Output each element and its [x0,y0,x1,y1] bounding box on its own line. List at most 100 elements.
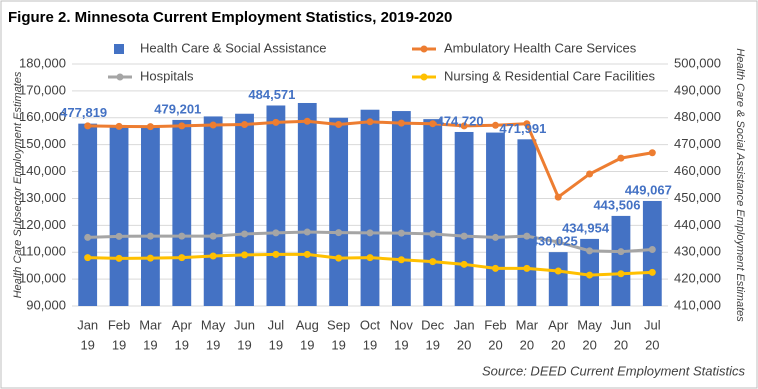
x-tick-label: 19 [237,337,251,352]
marker [272,250,280,258]
x-tick-label: May [201,317,226,332]
marker [366,118,374,126]
y2-axis-title: Health Care & Social Assistance Employme… [734,48,746,322]
marker [460,260,468,268]
y2-tick-label: 480,000 [674,109,721,124]
marker [617,270,625,278]
x-tick-label: 20 [488,337,502,352]
marker [115,232,123,240]
x-tick-label: 20 [520,337,534,352]
y2-tick-label: 470,000 [674,136,721,151]
marker [491,233,499,241]
marker [84,233,92,241]
y-tick-label: 100,000 [19,271,66,286]
legend-label: Health Care & Social Assistance [140,40,326,55]
marker [554,238,562,246]
x-tick-label: May [577,317,602,332]
x-tick-label: Aug [296,317,319,332]
marker [429,120,437,128]
x-tick-label: Jul [644,317,661,332]
data-label: 474,720 [437,113,484,128]
marker [648,149,656,157]
legend-swatch [116,73,124,81]
legend-label: Hospitals [140,68,194,83]
marker [209,252,217,260]
legend-swatch [114,44,124,54]
x-tick-label: 20 [614,337,628,352]
x-tick-label: 19 [206,337,220,352]
x-tick-label: 19 [394,337,408,352]
data-label: 471,991 [499,121,546,136]
source-note: Source: DEED Current Employment Statisti… [482,363,745,378]
marker [586,247,594,255]
marker [178,232,186,240]
y-tick-label: 180,000 [19,55,66,70]
marker [586,170,594,178]
marker [178,122,186,130]
bar [141,127,160,306]
marker [617,154,625,162]
bar [266,105,286,306]
marker [303,228,311,236]
bar [172,119,192,306]
x-tick-label: 20 [582,337,596,352]
x-tick-label: Feb [108,317,130,332]
marker [397,256,405,264]
legend-swatch [420,45,428,53]
y2-tick-label: 420,000 [674,271,721,286]
x-tick-label: 19 [143,337,157,352]
bar [235,113,254,306]
legend-label: Ambulatory Health Care Services [444,40,637,55]
marker [648,246,656,254]
x-tick-label: Jun [610,317,631,332]
legend-label: Nursing & Residential Care Facilities [444,68,655,83]
marker [84,122,92,130]
marker [84,254,92,262]
marker [397,119,405,127]
bar [78,123,98,306]
data-label: 449,067 [625,182,672,197]
x-tick-label: Jun [234,317,255,332]
data-label: 430,025 [531,234,578,249]
marker [460,232,468,240]
y-tick-label: 120,000 [19,217,66,232]
marker [397,229,405,237]
x-tick-label: Jan [77,317,98,332]
marker [366,229,374,237]
marker [209,121,217,129]
bar [423,119,443,306]
x-tick-label: 19 [112,337,126,352]
x-tick-label: Jan [454,317,475,332]
data-label: 443,506 [593,197,640,212]
x-tick-label: Feb [484,317,506,332]
x-tick-label: Nov [390,317,414,332]
marker [617,248,625,256]
marker [241,121,249,128]
x-tick-label: Jul [268,317,285,332]
data-label: 434,954 [562,220,610,235]
marker [115,122,123,130]
marker [429,258,437,266]
x-tick-label: Oct [360,317,381,332]
bar [517,139,537,306]
marker [115,254,123,262]
x-tick-label: Mar [516,317,539,332]
y-tick-label: 150,000 [19,136,66,151]
marker [146,254,154,262]
marker [460,122,468,130]
marker [303,117,311,125]
x-tick-label: 20 [551,337,565,352]
marker [523,232,531,240]
data-label: 477,819 [60,105,107,120]
marker [209,232,217,240]
bar [454,131,474,306]
bar [642,200,662,306]
x-tick-label: 19 [363,337,377,352]
data-label: 479,201 [154,101,201,116]
bar [611,215,631,306]
y2-tick-label: 460,000 [674,163,721,178]
bar [486,132,505,306]
y2-tick-label: 490,000 [674,82,721,97]
x-tick-label: 19 [300,337,314,352]
